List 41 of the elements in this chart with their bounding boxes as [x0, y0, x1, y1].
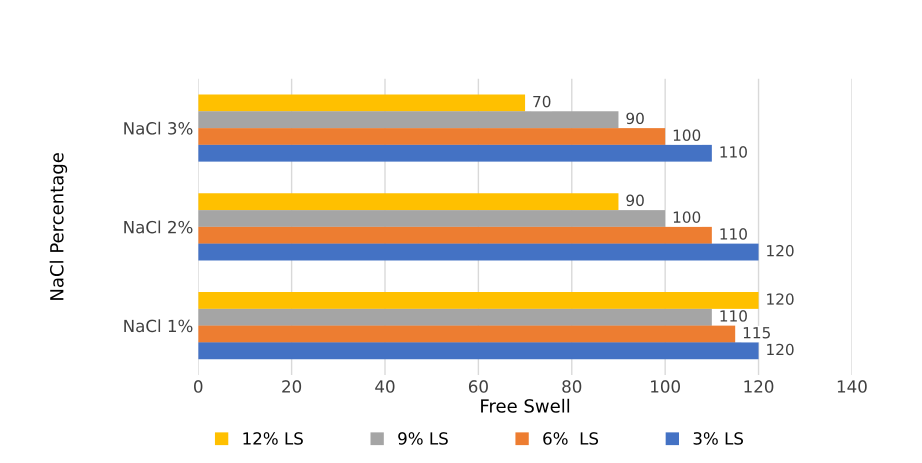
bar	[198, 111, 618, 128]
x-tick-label: 0	[194, 380, 202, 393]
data-label: 115	[744, 327, 770, 338]
data-label: 110	[720, 146, 747, 158]
y-tick-label: NaCl 3%	[124, 122, 192, 135]
x-tick-label: 20	[282, 380, 302, 393]
legend-label: 12% LS	[243, 432, 303, 445]
legend-label: 6% LS	[543, 432, 598, 445]
x-tick-label: 140	[838, 380, 867, 393]
data-label: 100	[674, 211, 700, 223]
y-tick-label: NaCl 1%	[124, 319, 192, 332]
x-tick-label: 80	[562, 380, 582, 393]
y-axis-title: NaCl Percentage	[50, 153, 68, 300]
bar	[198, 210, 666, 227]
bar	[198, 308, 712, 326]
x-tick-label: 120	[744, 380, 774, 393]
bar	[198, 244, 759, 260]
data-label: 90	[626, 194, 644, 206]
bar	[198, 342, 759, 360]
data-label: 90	[626, 112, 644, 124]
data-label: 120	[767, 293, 794, 305]
bar	[198, 292, 759, 309]
bar	[198, 326, 736, 342]
x-tick-label: 40	[375, 380, 394, 393]
x-tick-label: 100	[651, 380, 680, 393]
x-axis-title: Free Swell	[481, 398, 570, 413]
data-label: 70	[533, 96, 550, 108]
bar	[198, 128, 666, 145]
data-label: 110	[720, 310, 747, 322]
bar	[198, 226, 712, 244]
x-tick-label: 60	[468, 380, 488, 393]
bar	[198, 144, 712, 162]
data-label: 110	[720, 228, 747, 240]
bar	[198, 94, 526, 112]
data-label: 120	[767, 244, 794, 256]
legend-label: 9% LS	[398, 432, 448, 445]
legend-label: 3% LS	[694, 432, 744, 445]
y-tick-label: NaCl 2%	[124, 220, 192, 234]
bar	[198, 193, 618, 210]
data-label: 100	[674, 129, 700, 141]
data-label: 120	[767, 344, 794, 356]
